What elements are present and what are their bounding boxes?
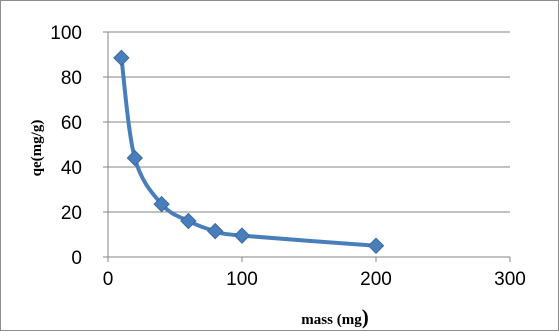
series-line-0 [119,55,378,248]
data-point-20 [126,149,144,167]
tick-labels: 0 20 40 60 80 100 0 100 200 300 [50,23,526,290]
data-point-80 [206,222,224,240]
data-point-40 [153,195,170,213]
data-point-100 [233,227,251,244]
y-tick-label-100: 100 [50,23,82,44]
y-tick-label-0: 0 [71,248,82,269]
y-axis-label: qe(mg/g) [29,120,45,177]
x-tick-label-0: 0 [103,269,114,290]
x-tick-label-300: 300 [494,269,526,290]
x-axis-label: mass (mg) [301,305,368,329]
data-point-60 [180,212,197,230]
y-tick-label-60: 60 [61,113,82,134]
y-tick-label-40: 40 [61,158,82,179]
data-point-10 [113,49,130,67]
y-tick-label-20: 20 [61,203,82,224]
x-axis-label-main: mass (mg [301,312,362,328]
data-series [113,49,385,254]
x-tick-label-100: 100 [226,269,258,290]
x-tick-label-200: 200 [360,269,392,290]
axes [103,31,511,262]
y-tick-label-80: 80 [61,68,82,89]
data-point-200 [367,237,385,254]
x-axis-label-paren: ) [362,305,369,329]
gridlines [108,31,510,213]
